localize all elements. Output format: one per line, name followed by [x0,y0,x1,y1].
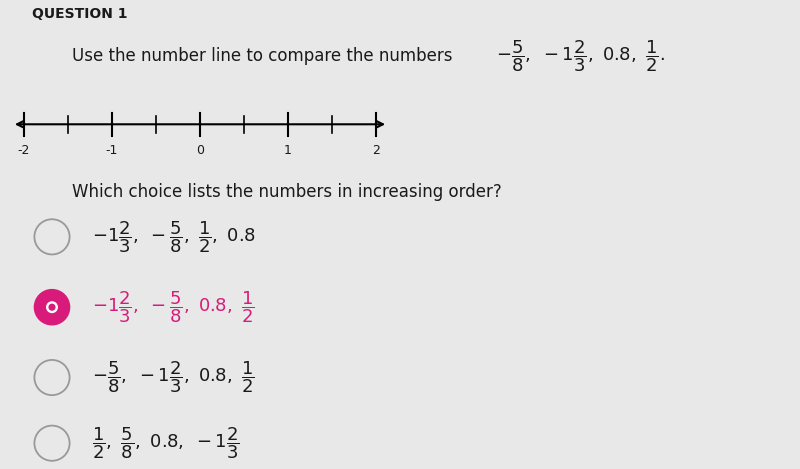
Text: $-1\dfrac{2}{3},\ -\dfrac{5}{8},\ 0.8,\ \dfrac{1}{2}$: $-1\dfrac{2}{3},\ -\dfrac{5}{8},\ 0.8,\ … [92,289,255,325]
Text: 2: 2 [372,144,380,158]
Text: $-1\dfrac{2}{3},\ -\dfrac{5}{8},\ \dfrac{1}{2},\ 0.8$: $-1\dfrac{2}{3},\ -\dfrac{5}{8},\ \dfrac… [92,219,256,255]
Text: $-\dfrac{5}{8},\ -1\dfrac{2}{3},\ 0.8,\ \dfrac{1}{2}.$: $-\dfrac{5}{8},\ -1\dfrac{2}{3},\ 0.8,\ … [496,38,665,74]
Text: $\dfrac{1}{2},\ \dfrac{5}{8},\ 0.8,\ -1\dfrac{2}{3}$: $\dfrac{1}{2},\ \dfrac{5}{8},\ 0.8,\ -1\… [92,425,240,461]
Text: $-\dfrac{5}{8},\ -1\dfrac{2}{3},\ 0.8,\ \dfrac{1}{2}$: $-\dfrac{5}{8},\ -1\dfrac{2}{3},\ 0.8,\ … [92,360,255,395]
Ellipse shape [46,302,58,312]
Text: -2: -2 [18,144,30,158]
Ellipse shape [34,289,70,325]
Text: 1: 1 [284,144,292,158]
Text: Which choice lists the numbers in increasing order?: Which choice lists the numbers in increa… [72,183,502,201]
Text: Use the number line to compare the numbers: Use the number line to compare the numbe… [72,47,453,65]
Text: 0: 0 [196,144,204,158]
Text: QUESTION 1: QUESTION 1 [32,7,127,21]
Text: -1: -1 [106,144,118,158]
Ellipse shape [49,304,55,310]
